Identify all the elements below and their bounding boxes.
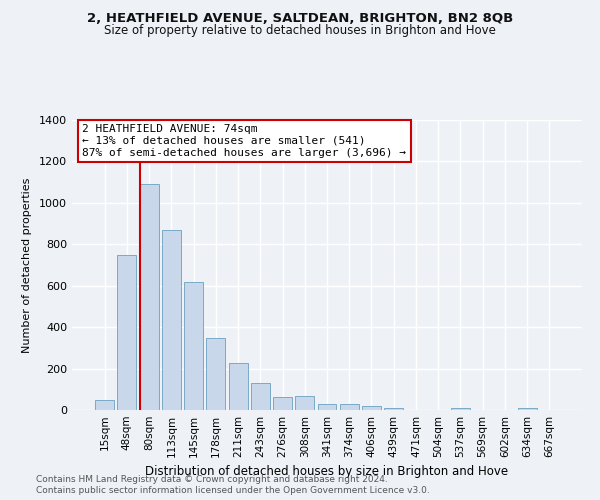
Bar	[362, 406, 381, 410]
Bar	[273, 396, 292, 410]
Bar	[384, 408, 403, 410]
Text: 2 HEATHFIELD AVENUE: 74sqm
← 13% of detached houses are smaller (541)
87% of sem: 2 HEATHFIELD AVENUE: 74sqm ← 13% of deta…	[82, 124, 406, 158]
Text: Contains public sector information licensed under the Open Government Licence v3: Contains public sector information licen…	[36, 486, 430, 495]
Bar	[451, 408, 470, 410]
Text: Contains HM Land Registry data © Crown copyright and database right 2024.: Contains HM Land Registry data © Crown c…	[36, 475, 388, 484]
Bar	[162, 230, 181, 410]
Bar	[251, 383, 270, 410]
Bar	[229, 364, 248, 410]
X-axis label: Distribution of detached houses by size in Brighton and Hove: Distribution of detached houses by size …	[145, 466, 509, 478]
Bar	[206, 338, 225, 410]
Bar	[95, 400, 114, 410]
Bar	[140, 184, 158, 410]
Bar	[184, 282, 203, 410]
Text: 2, HEATHFIELD AVENUE, SALTDEAN, BRIGHTON, BN2 8QB: 2, HEATHFIELD AVENUE, SALTDEAN, BRIGHTON…	[87, 12, 513, 26]
Bar	[340, 404, 359, 410]
Bar	[518, 408, 536, 410]
Bar	[118, 254, 136, 410]
Y-axis label: Number of detached properties: Number of detached properties	[22, 178, 32, 352]
Text: Size of property relative to detached houses in Brighton and Hove: Size of property relative to detached ho…	[104, 24, 496, 37]
Bar	[295, 396, 314, 410]
Bar	[317, 404, 337, 410]
